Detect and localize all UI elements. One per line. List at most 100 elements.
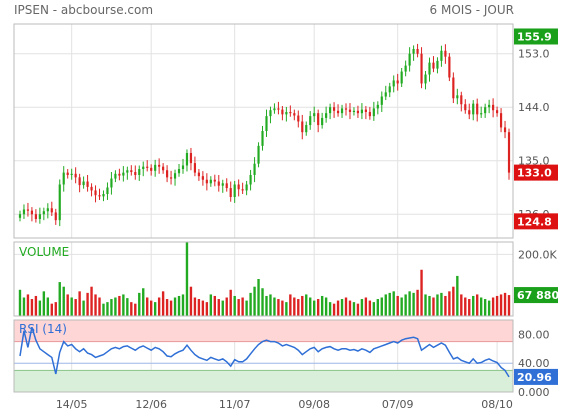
candle-body [165, 170, 169, 178]
volume-bar [285, 302, 288, 316]
candle-body [289, 111, 292, 114]
volume-bar [368, 300, 372, 316]
date-axis: 14/05 12/06 11/07 09/08 07/09 08/10 [56, 398, 513, 411]
candle-body [126, 170, 129, 173]
volume-bar [372, 302, 376, 316]
candle-body [217, 181, 220, 186]
volume-bar [460, 294, 463, 316]
price-grid [14, 24, 513, 238]
candle-body [503, 127, 507, 133]
candle-body [173, 173, 177, 179]
candle-body [30, 210, 34, 215]
candle-body [118, 173, 121, 176]
candle-body [78, 177, 81, 186]
candle-body [233, 184, 236, 197]
candle-body [476, 103, 479, 115]
candle-body [408, 53, 411, 66]
candle-body [213, 179, 216, 182]
volume-bar [424, 294, 427, 316]
volume-bar [42, 291, 46, 316]
candle-body [142, 166, 145, 170]
candle-body [106, 187, 109, 195]
candle-body [58, 184, 61, 221]
volume-bar [320, 295, 324, 316]
last-rsi-badge: 20.96 [517, 371, 552, 384]
candle-body [360, 109, 364, 114]
volume-bar [221, 300, 224, 316]
price-tick-label: 135.0 [518, 155, 550, 168]
candle-body [456, 95, 459, 99]
high-price-badge-box [514, 28, 558, 45]
candle-body [18, 214, 22, 218]
volume-bar [249, 292, 252, 316]
volume-bar [142, 288, 145, 316]
volume-bar [126, 298, 129, 316]
volume-bar [432, 297, 435, 316]
candle-body [138, 169, 141, 175]
volume-bar [157, 297, 161, 316]
date-tick-label: 14/05 [56, 398, 88, 411]
volume-bar [420, 269, 423, 316]
last-volume-badge: 67 880 [517, 289, 559, 302]
volume-bar [301, 295, 304, 316]
candle-body [356, 110, 360, 114]
candle-body [146, 166, 149, 168]
volume-bar [408, 291, 411, 316]
candle-body [340, 108, 344, 114]
candle-body [336, 110, 340, 114]
volume-bar [201, 300, 205, 316]
volume-bar [161, 291, 165, 316]
volume-bar [197, 299, 201, 316]
volume-bar [193, 297, 197, 316]
volume-bar [360, 299, 364, 316]
candle-body [444, 50, 447, 57]
rsi-panel-label: RSI (14) [19, 322, 67, 336]
last-price-badge-box [514, 164, 558, 181]
volume-bar [181, 294, 185, 316]
rsi-zones [13, 319, 514, 393]
volume-bar [153, 302, 157, 316]
volume-bar [472, 295, 475, 316]
volume-bar [483, 299, 487, 316]
candle-body [205, 179, 208, 184]
rsi-series [19, 326, 510, 378]
volume-bar [356, 303, 360, 316]
volume-bar [22, 297, 26, 316]
candle-body [448, 56, 451, 78]
volume-bar [468, 299, 471, 316]
high-price-badge: 155.9 [517, 30, 552, 43]
candle-body [122, 172, 125, 176]
candles-series [18, 43, 511, 227]
volume-bar [18, 289, 22, 316]
candle-body [185, 152, 189, 166]
candle-body [384, 92, 387, 97]
candle-body [169, 177, 173, 179]
candle-body [189, 152, 193, 164]
volume-bar [34, 295, 38, 316]
volume-bar [50, 303, 53, 316]
candle-body [82, 181, 85, 186]
rsi-tick-label: 0.000 [518, 386, 550, 399]
candle-body [368, 111, 371, 117]
volume-bar [257, 279, 260, 316]
candle-body [98, 195, 101, 197]
candle-body [197, 172, 200, 177]
candle-body [416, 48, 419, 54]
volume-bar [316, 299, 320, 316]
volume-bar [169, 300, 173, 316]
volume-bar [98, 297, 101, 316]
candle-body [352, 110, 356, 112]
candle-body [74, 173, 77, 178]
candle-body [50, 208, 53, 213]
candle-body [472, 103, 475, 115]
volume-bar [185, 242, 189, 316]
candle-body [321, 117, 324, 126]
candle-body [404, 65, 407, 72]
candle-body [428, 62, 431, 75]
volume-bar [26, 294, 30, 316]
volume-bar [313, 300, 316, 316]
price-panel-frame [13, 23, 514, 239]
rsi-axis: 80.00 40.00 0.000 [518, 328, 550, 399]
candle-body [90, 186, 93, 191]
